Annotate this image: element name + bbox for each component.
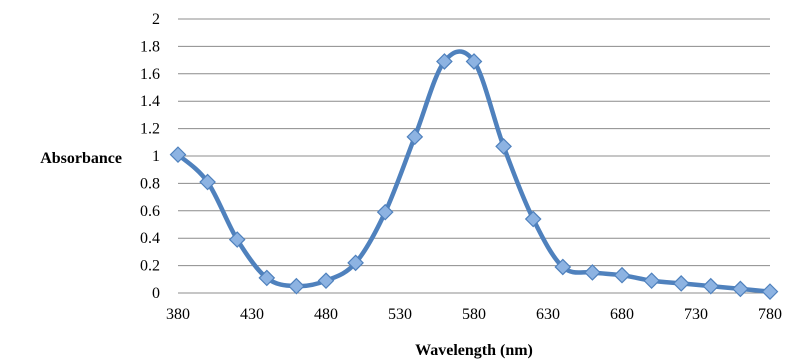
data-point-marker [554,258,572,276]
y-tick-label: 2 [152,11,160,28]
data-point-marker [258,269,276,287]
x-tick-labels: 380 430 480 530 580 630 680 730 780 [166,306,782,323]
data-point-marker [436,53,453,70]
y-tick-label: 0.4 [140,230,160,247]
data-point-marker [199,173,216,191]
y-axis-title: Absorbance [40,150,122,167]
y-tick-label: 0.2 [140,258,160,275]
x-tick-label: 580 [462,306,486,323]
gridlines [178,18,770,267]
y-tick-label: 1.6 [140,66,160,83]
x-axis-title: Wavelength (nm) [415,342,533,359]
x-tick-label: 680 [610,306,634,323]
data-point-marker [288,277,305,295]
x-tick-label: 380 [166,306,190,323]
x-tick-label: 430 [240,306,264,323]
y-tick-label: 0.6 [140,203,160,220]
data-point-marker [376,203,394,221]
series-line [175,49,773,294]
series-layer [169,49,779,300]
data-point-marker [406,128,424,146]
data-point-marker [347,254,364,272]
data-point-marker [495,138,512,155]
y-tick-label: 1.8 [140,38,160,55]
data-point-marker [643,272,660,290]
data-point-marker [465,53,483,70]
x-tick-label: 730 [684,306,708,323]
y-tick-label: 1 [152,148,160,165]
data-point-marker [169,146,187,163]
data-point-marker [228,231,246,248]
data-point-marker [613,266,631,284]
data-point-marker [672,275,690,292]
x-tick-label: 480 [314,306,338,323]
x-tick-label: 530 [388,306,412,323]
y-tick-labels: 0 0.2 0.4 0.6 0.8 1 1.2 1.4 1.6 1.8 2 [140,11,160,302]
x-tick-label: 630 [536,306,560,323]
data-point-marker [761,283,779,300]
y-tick-label: 1.2 [140,121,160,138]
y-tick-label: 0 [152,285,160,302]
data-point-marker [524,210,542,228]
data-point-marker [702,277,720,295]
x-tick-label: 780 [758,306,782,323]
data-point-marker [584,264,601,281]
y-tick-label: 1.4 [140,93,160,110]
y-tick-label: 0.8 [140,175,160,192]
data-point-marker [732,280,749,298]
data-point-marker [317,272,335,290]
